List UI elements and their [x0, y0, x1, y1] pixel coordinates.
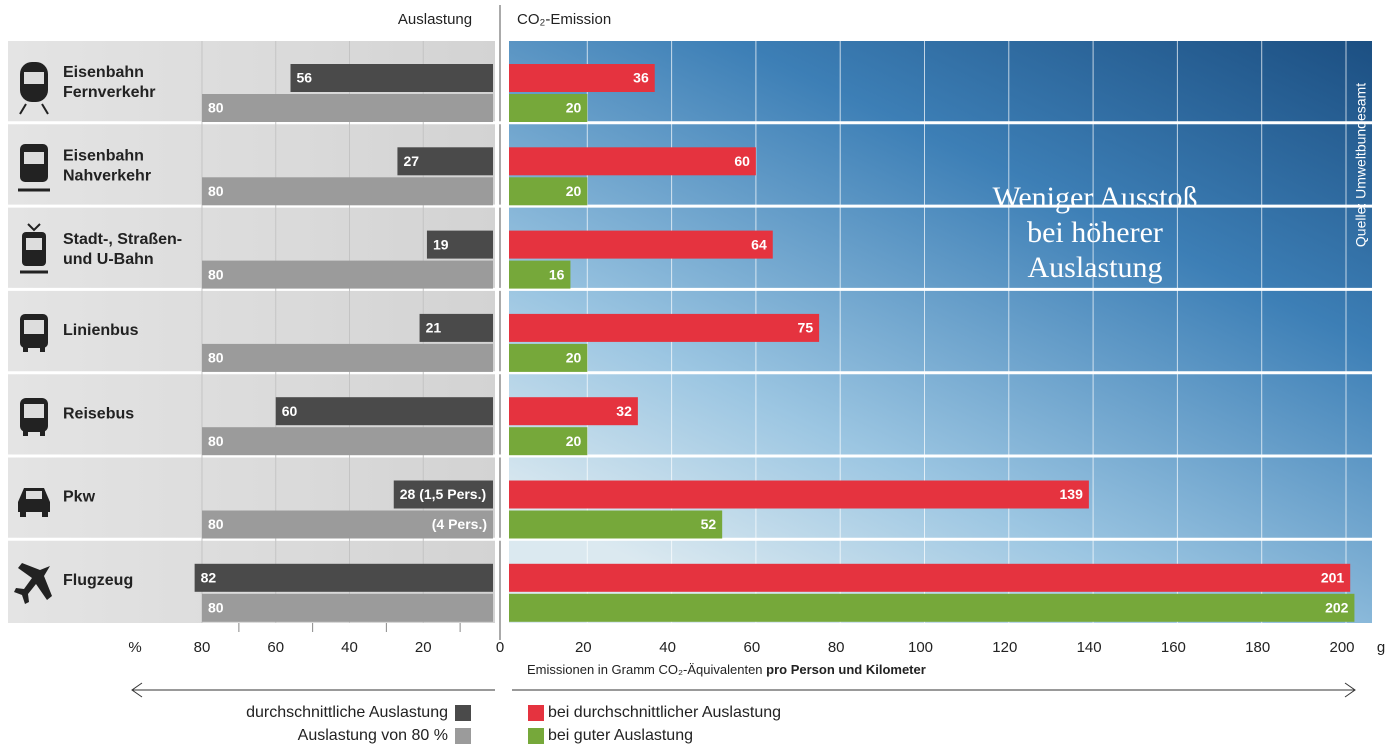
legend-label: bei guter Auslastung — [548, 727, 693, 744]
x-tick-label: 80 — [194, 639, 211, 656]
x-tick-label: 40 — [341, 639, 358, 656]
right-arrow — [512, 683, 1355, 697]
annotation: (4 Pers.) — [432, 516, 487, 532]
annotation: Weniger Ausstoß — [992, 181, 1197, 214]
category-label: Nahverkehr — [63, 168, 151, 185]
bar — [202, 177, 493, 205]
x-tick-label: 100 — [908, 639, 933, 656]
value-label: 20 — [566, 433, 582, 449]
value-label: 75 — [798, 320, 814, 336]
bar — [509, 594, 1354, 622]
annotation: Auslastung — [1028, 251, 1163, 284]
icon-coach — [20, 398, 48, 436]
legend-swatch — [528, 705, 544, 721]
x-axis-title: Emissionen in Gramm CO₂-Äquivalenten pro… — [527, 662, 926, 677]
value-label: 139 — [1060, 486, 1084, 502]
bar — [195, 564, 493, 592]
value-label: 82 — [201, 570, 217, 586]
value-label: 28 (1,5 Pers.) — [400, 486, 486, 502]
x-tick-label: 20 — [415, 639, 432, 656]
category-label: Flugzeug — [63, 572, 133, 589]
bar — [276, 397, 493, 425]
bar — [202, 427, 493, 455]
page: Auslastung CO₂-Emission % g Emissionen i… — [0, 0, 1388, 746]
x-tick-label: 60 — [744, 639, 761, 656]
bar — [509, 314, 819, 342]
value-label: 202 — [1325, 600, 1349, 616]
value-label: 80 — [208, 350, 224, 366]
value-label: 80 — [208, 600, 224, 616]
value-label: 60 — [282, 403, 298, 419]
value-label: 20 — [566, 183, 582, 199]
left-arrow — [132, 683, 495, 697]
value-label: 20 — [566, 350, 582, 366]
category-label: und U-Bahn — [63, 251, 154, 268]
bar — [291, 64, 494, 92]
bar — [202, 94, 493, 122]
bar — [202, 344, 493, 372]
source: Quelle: Umweltbundesamt — [1353, 83, 1369, 247]
value-label: 60 — [734, 153, 750, 169]
category-label: Stadt-, Straßen- — [63, 231, 182, 248]
value-label: 19 — [433, 236, 449, 252]
right-title: CO₂-Emission — [517, 11, 611, 28]
legend-swatch — [528, 728, 544, 744]
category-label: Reisebus — [63, 405, 134, 422]
category-label: Linienbus — [63, 322, 139, 339]
category-label: Fernverkehr — [63, 84, 156, 101]
value-label: 21 — [426, 320, 442, 336]
value-label: 32 — [616, 403, 632, 419]
category-label: Eisenbahn — [63, 64, 144, 81]
annotation: bei höherer — [1027, 216, 1163, 249]
x-tick-label: 40 — [659, 639, 676, 656]
value-label: 16 — [549, 266, 565, 282]
x-tick-label: 0 — [496, 639, 504, 656]
value-label: 201 — [1321, 570, 1345, 586]
left-unit: % — [128, 639, 141, 656]
left-title: Auslastung — [398, 11, 472, 28]
right-unit: g — [1377, 639, 1385, 656]
category-label: Eisenbahn — [63, 148, 144, 165]
bar — [509, 511, 722, 539]
bar — [202, 261, 493, 289]
x-tick-label: 140 — [1077, 639, 1102, 656]
x-tick-label: 180 — [1245, 639, 1270, 656]
bar — [509, 231, 773, 259]
value-label: 56 — [297, 70, 313, 86]
value-label: 80 — [208, 183, 224, 199]
legend-label: durchschnittliche Auslastung — [246, 704, 448, 721]
value-label: 20 — [566, 100, 582, 116]
x-tick-label: 60 — [267, 639, 284, 656]
legend-label: bei durchschnittlicher Auslastung — [548, 704, 781, 721]
x-tick-label: 200 — [1329, 639, 1354, 656]
value-label: 80 — [208, 100, 224, 116]
x-tick-label: 120 — [992, 639, 1017, 656]
bar — [202, 594, 493, 622]
bar — [509, 147, 756, 175]
legend-swatch — [455, 728, 471, 744]
bar — [509, 564, 1350, 592]
value-label: 64 — [751, 236, 767, 252]
x-tick-label: 160 — [1161, 639, 1186, 656]
x-axis-title-bold: pro Person und Kilometer — [766, 662, 926, 677]
x-tick-label: 20 — [575, 639, 592, 656]
icon-bus — [20, 314, 48, 352]
value-label: 80 — [208, 266, 224, 282]
category-label: Pkw — [63, 489, 96, 506]
value-label: 27 — [403, 153, 419, 169]
x-axis-title-part: Emissionen in Gramm CO₂-Äquivalenten — [527, 662, 763, 677]
value-label: 52 — [701, 516, 717, 532]
legend-swatch — [455, 705, 471, 721]
value-label: 80 — [208, 516, 224, 532]
chart: Auslastung CO₂-Emission % g Emissionen i… — [0, 0, 1388, 746]
bar — [509, 481, 1089, 509]
x-tick-label: 80 — [828, 639, 845, 656]
legend-label: Auslastung von 80 % — [298, 727, 448, 744]
value-label: 36 — [633, 70, 649, 86]
value-label: 80 — [208, 433, 224, 449]
